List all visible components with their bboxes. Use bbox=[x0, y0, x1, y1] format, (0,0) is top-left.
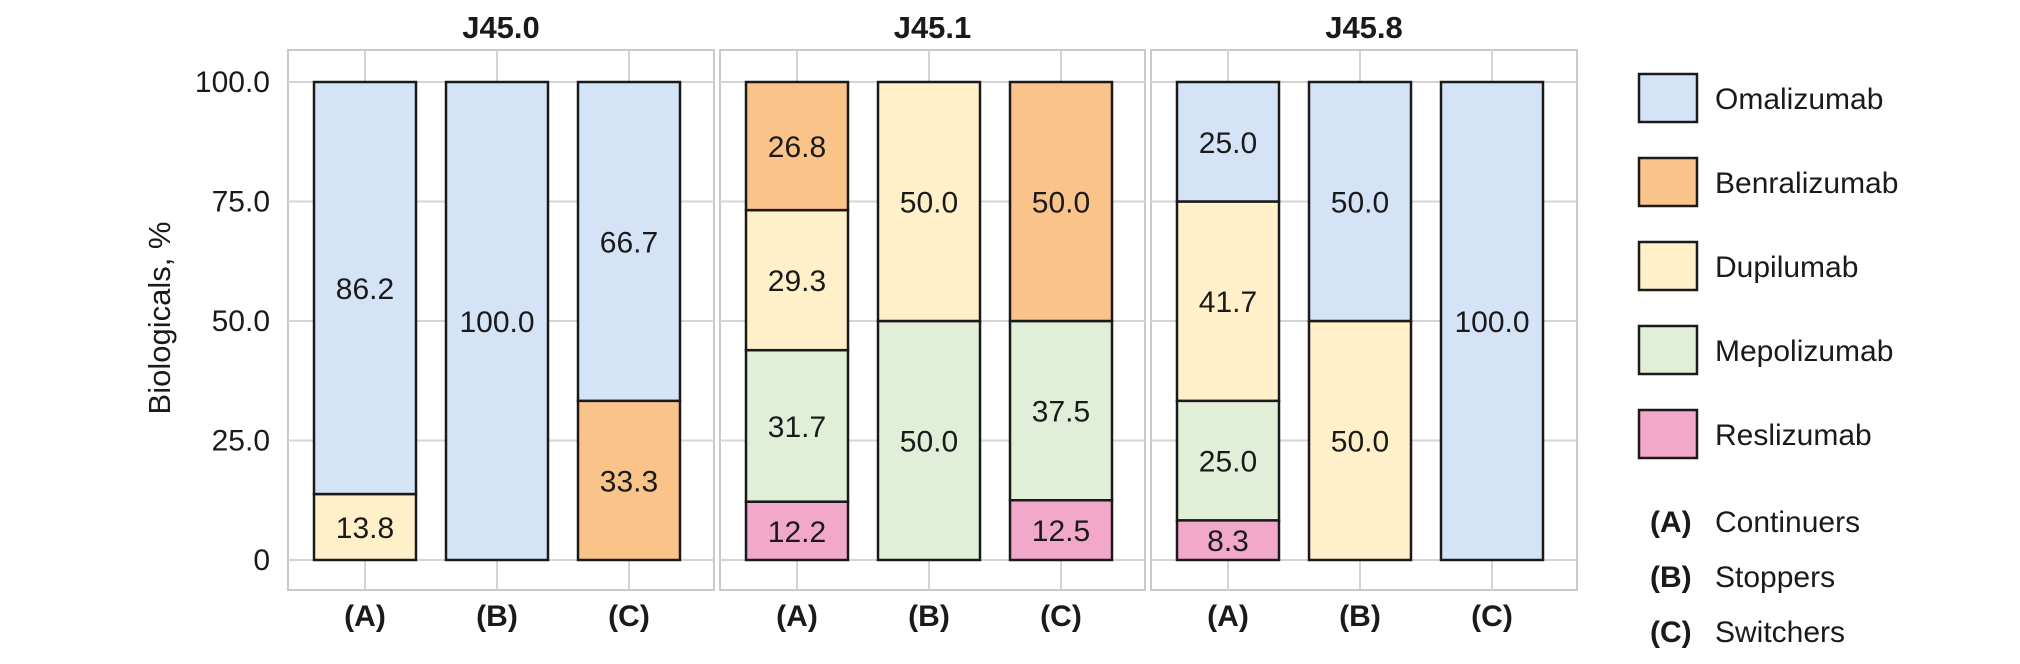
category-key-code: (A) bbox=[1650, 506, 1692, 539]
data-label: 26.8 bbox=[768, 131, 826, 164]
legend-swatch bbox=[1639, 158, 1697, 206]
data-label: 29.3 bbox=[768, 265, 826, 298]
data-label: 25.0 bbox=[1199, 127, 1257, 160]
facet-title: J45.8 bbox=[1325, 10, 1403, 45]
data-label: 13.8 bbox=[336, 512, 394, 545]
data-label: 37.5 bbox=[1032, 396, 1090, 429]
bar-stack: 12.5 37.5 50.0 bbox=[1010, 82, 1112, 560]
legend-item: Dupilumab bbox=[1639, 242, 1858, 290]
category-key-code: (B) bbox=[1650, 561, 1692, 594]
bar-stack: 100.0 bbox=[446, 82, 548, 560]
y-axis-title: Biologicals, % bbox=[142, 222, 177, 415]
data-label: 50.0 bbox=[900, 426, 958, 459]
legend-label: Benralizumab bbox=[1715, 167, 1898, 200]
x-tick-label: (B) bbox=[908, 600, 950, 633]
category-key-code: (C) bbox=[1650, 616, 1692, 649]
bar-stack: 13.8 86.2 bbox=[314, 82, 416, 560]
y-tick-label: 100.0 bbox=[195, 66, 270, 99]
facet-panel: 8.3 25.0 41.7 25.0 50.0 50.0 100.0 bbox=[1151, 50, 1577, 590]
data-label: 50.0 bbox=[1331, 426, 1389, 459]
x-tick-label: (A) bbox=[776, 600, 818, 633]
y-tick-label: 0 bbox=[253, 544, 270, 577]
x-tick-label: (B) bbox=[476, 600, 518, 633]
legend-swatch bbox=[1639, 74, 1697, 122]
data-label: 100.0 bbox=[1454, 306, 1529, 339]
data-label: 50.0 bbox=[1032, 187, 1090, 220]
facet-panel: 12.2 31.7 29.3 26.8 50.0 50.0 12.5 37.5 50.0 bbox=[720, 50, 1145, 590]
legend-item: Benralizumab bbox=[1639, 158, 1898, 206]
x-tick-label: (C) bbox=[608, 600, 650, 633]
legend-item: Mepolizumab bbox=[1639, 326, 1893, 374]
legend-swatch bbox=[1639, 242, 1697, 290]
bar-stack: 33.3 66.7 bbox=[578, 82, 680, 560]
legend-swatch bbox=[1639, 326, 1697, 374]
x-tick-label: (A) bbox=[1207, 600, 1249, 633]
legend: Omalizumab Benralizumab Dupilumab Mepolizum… bbox=[1639, 74, 1898, 458]
legend-label: Mepolizumab bbox=[1715, 335, 1893, 368]
data-label: 31.7 bbox=[768, 411, 826, 444]
category-key-description: Stoppers bbox=[1715, 561, 1835, 594]
y-tick-label: 25.0 bbox=[212, 425, 270, 458]
bar-stack: 100.0 bbox=[1441, 82, 1543, 560]
data-label: 8.3 bbox=[1207, 525, 1249, 558]
data-label: 100.0 bbox=[459, 306, 534, 339]
data-label: 41.7 bbox=[1199, 286, 1257, 319]
y-tick-label: 50.0 bbox=[212, 305, 270, 338]
facet-panel: 13.8 86.2 100.0 33.3 66.7 bbox=[288, 50, 714, 590]
legend-label: Dupilumab bbox=[1715, 251, 1858, 284]
x-tick-label: (B) bbox=[1339, 600, 1381, 633]
facet-title: J45.0 bbox=[462, 10, 540, 45]
category-key: (A) Continuers (B) Stoppers (C) Switchers bbox=[1650, 506, 1860, 649]
bar-stack: 50.0 50.0 bbox=[878, 82, 980, 560]
data-label: 25.0 bbox=[1199, 446, 1257, 479]
stacked-bar-chart: Biologicals, % 0 25.0 50.0 75.0 100.0 13.8 86… bbox=[0, 0, 2020, 664]
legend-label: Omalizumab bbox=[1715, 83, 1883, 116]
category-key-description: Switchers bbox=[1715, 616, 1845, 649]
legend-label: Reslizumab bbox=[1715, 419, 1872, 452]
legend-swatch bbox=[1639, 410, 1697, 458]
x-tick-label: (C) bbox=[1040, 600, 1082, 633]
bar-stack: 12.2 31.7 29.3 26.8 bbox=[746, 82, 848, 560]
facet-title: J45.1 bbox=[894, 10, 972, 45]
category-key-description: Continuers bbox=[1715, 506, 1860, 539]
data-label: 12.5 bbox=[1032, 515, 1090, 548]
data-label: 33.3 bbox=[600, 465, 658, 498]
facet-panels: 13.8 86.2 100.0 33.3 66.7 J45.0 (A) (B) (C) 12.2 3… bbox=[288, 10, 1577, 633]
bar-stack: 8.3 25.0 41.7 25.0 bbox=[1177, 82, 1279, 560]
y-axis-ticks: 0 25.0 50.0 75.0 100.0 bbox=[195, 66, 270, 577]
x-tick-label: (C) bbox=[1471, 600, 1513, 633]
y-tick-label: 75.0 bbox=[212, 186, 270, 219]
data-label: 50.0 bbox=[900, 187, 958, 220]
legend-item: Omalizumab bbox=[1639, 74, 1883, 122]
x-tick-label: (A) bbox=[344, 600, 386, 633]
bar-stack: 50.0 50.0 bbox=[1309, 82, 1411, 560]
data-label: 86.2 bbox=[336, 273, 394, 306]
legend-item: Reslizumab bbox=[1639, 410, 1872, 458]
data-label: 50.0 bbox=[1331, 187, 1389, 220]
data-label: 66.7 bbox=[600, 226, 658, 259]
data-label: 12.2 bbox=[768, 516, 826, 549]
